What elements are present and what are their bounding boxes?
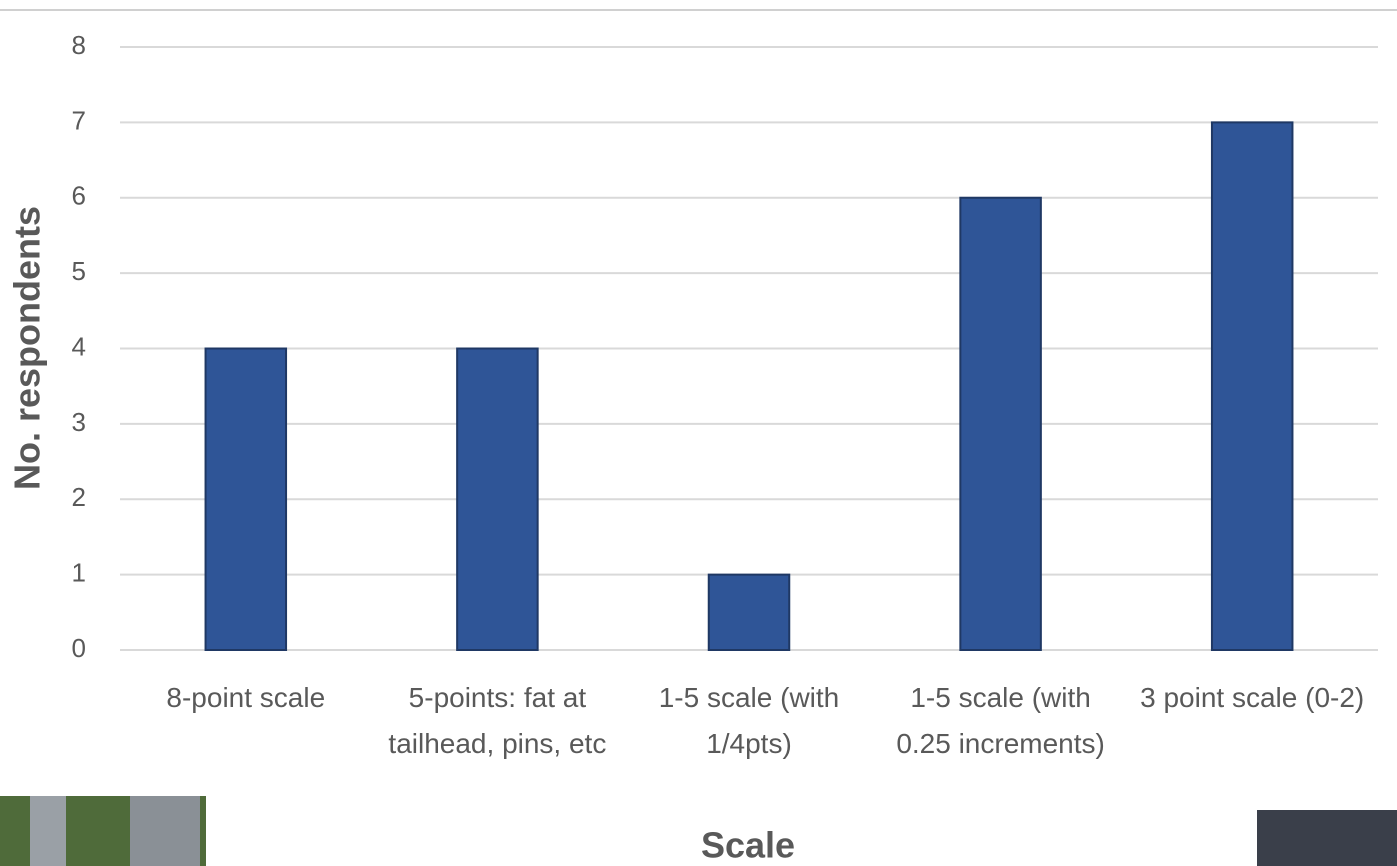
x-tick-label: 1-5 scale (with 1/4pts) — [658, 682, 840, 759]
photo-left-post — [30, 796, 66, 866]
photo-right — [1257, 810, 1397, 866]
bar — [959, 196, 1042, 651]
x-tick-label: 1-5 scale (with 0.25 increments) — [896, 682, 1105, 759]
x-tick-label: 5-points: fat at tailhead, pins, etc — [388, 682, 607, 759]
x-axis-title: Scale — [701, 825, 795, 866]
y-tick-label: 8 — [72, 30, 86, 60]
y-tick-label: 0 — [72, 633, 86, 663]
bar — [456, 347, 539, 651]
bar — [204, 347, 288, 651]
bar — [1210, 121, 1294, 651]
y-tick-label: 3 — [72, 407, 86, 437]
y-tick-label: 4 — [72, 331, 86, 361]
photo-left-post — [130, 796, 200, 866]
x-tick-label: 8-point scale — [166, 682, 326, 713]
x-tick-label: 3 point scale (0-2) — [1140, 682, 1365, 713]
y-tick-label: 7 — [72, 105, 86, 135]
bar — [707, 573, 791, 651]
y-axis-title: No. respondents — [7, 206, 48, 490]
y-tick-label: 1 — [72, 558, 86, 588]
y-tick-label: 6 — [72, 181, 86, 211]
y-tick-label: 2 — [72, 482, 86, 512]
y-tick-label: 5 — [72, 256, 86, 286]
